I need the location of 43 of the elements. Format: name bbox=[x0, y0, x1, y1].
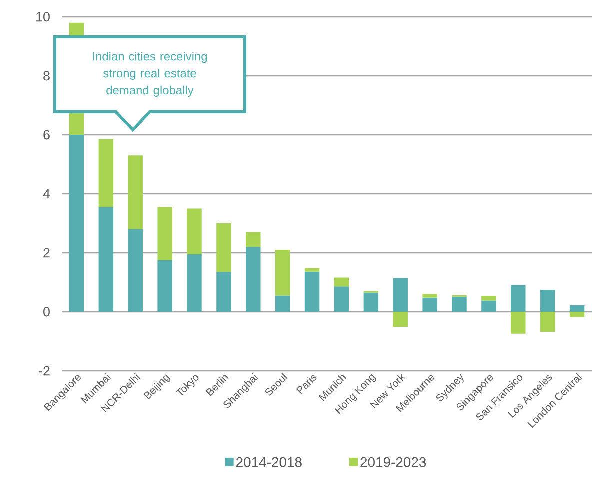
bar bbox=[216, 223, 232, 272]
y-tick-label: 2 bbox=[44, 248, 50, 258]
legend-label: 2019-2023 bbox=[360, 457, 426, 468]
bar bbox=[422, 298, 438, 312]
bar bbox=[334, 286, 350, 312]
bar bbox=[540, 290, 556, 312]
bar bbox=[128, 229, 143, 312]
bar bbox=[216, 272, 232, 312]
y-tick-label: 10 bbox=[36, 12, 50, 22]
y-tick-label: 4 bbox=[43, 189, 50, 199]
bar bbox=[452, 296, 467, 312]
bar bbox=[158, 207, 172, 260]
legend-label: 2014-2018 bbox=[236, 457, 302, 468]
bar bbox=[540, 312, 556, 332]
bar bbox=[393, 278, 408, 312]
bar bbox=[275, 250, 290, 296]
bar bbox=[98, 139, 114, 208]
bar bbox=[422, 294, 438, 298]
bar bbox=[98, 207, 114, 312]
y-tick-label: 6 bbox=[44, 130, 50, 140]
bar bbox=[158, 260, 172, 312]
bar bbox=[246, 232, 261, 248]
y-tick-label: -2 bbox=[39, 366, 50, 376]
bar bbox=[304, 272, 320, 312]
bar bbox=[511, 312, 526, 334]
bar bbox=[275, 296, 290, 312]
bar bbox=[128, 156, 143, 230]
bar bbox=[187, 254, 202, 312]
bar bbox=[393, 312, 408, 328]
bar bbox=[69, 134, 84, 312]
bar bbox=[304, 268, 320, 272]
bar bbox=[187, 208, 202, 254]
bar bbox=[570, 312, 585, 318]
bar bbox=[570, 305, 585, 312]
y-tick-label: 8 bbox=[44, 71, 50, 81]
bar bbox=[482, 296, 496, 301]
y-tick-label: 0 bbox=[44, 307, 50, 317]
bar bbox=[482, 300, 496, 312]
bar bbox=[334, 278, 350, 287]
bar bbox=[364, 292, 379, 312]
bar bbox=[511, 285, 526, 312]
annotation: Indian cities receiving strong real estate demand globally bbox=[93, 52, 208, 97]
bar bbox=[246, 247, 261, 312]
